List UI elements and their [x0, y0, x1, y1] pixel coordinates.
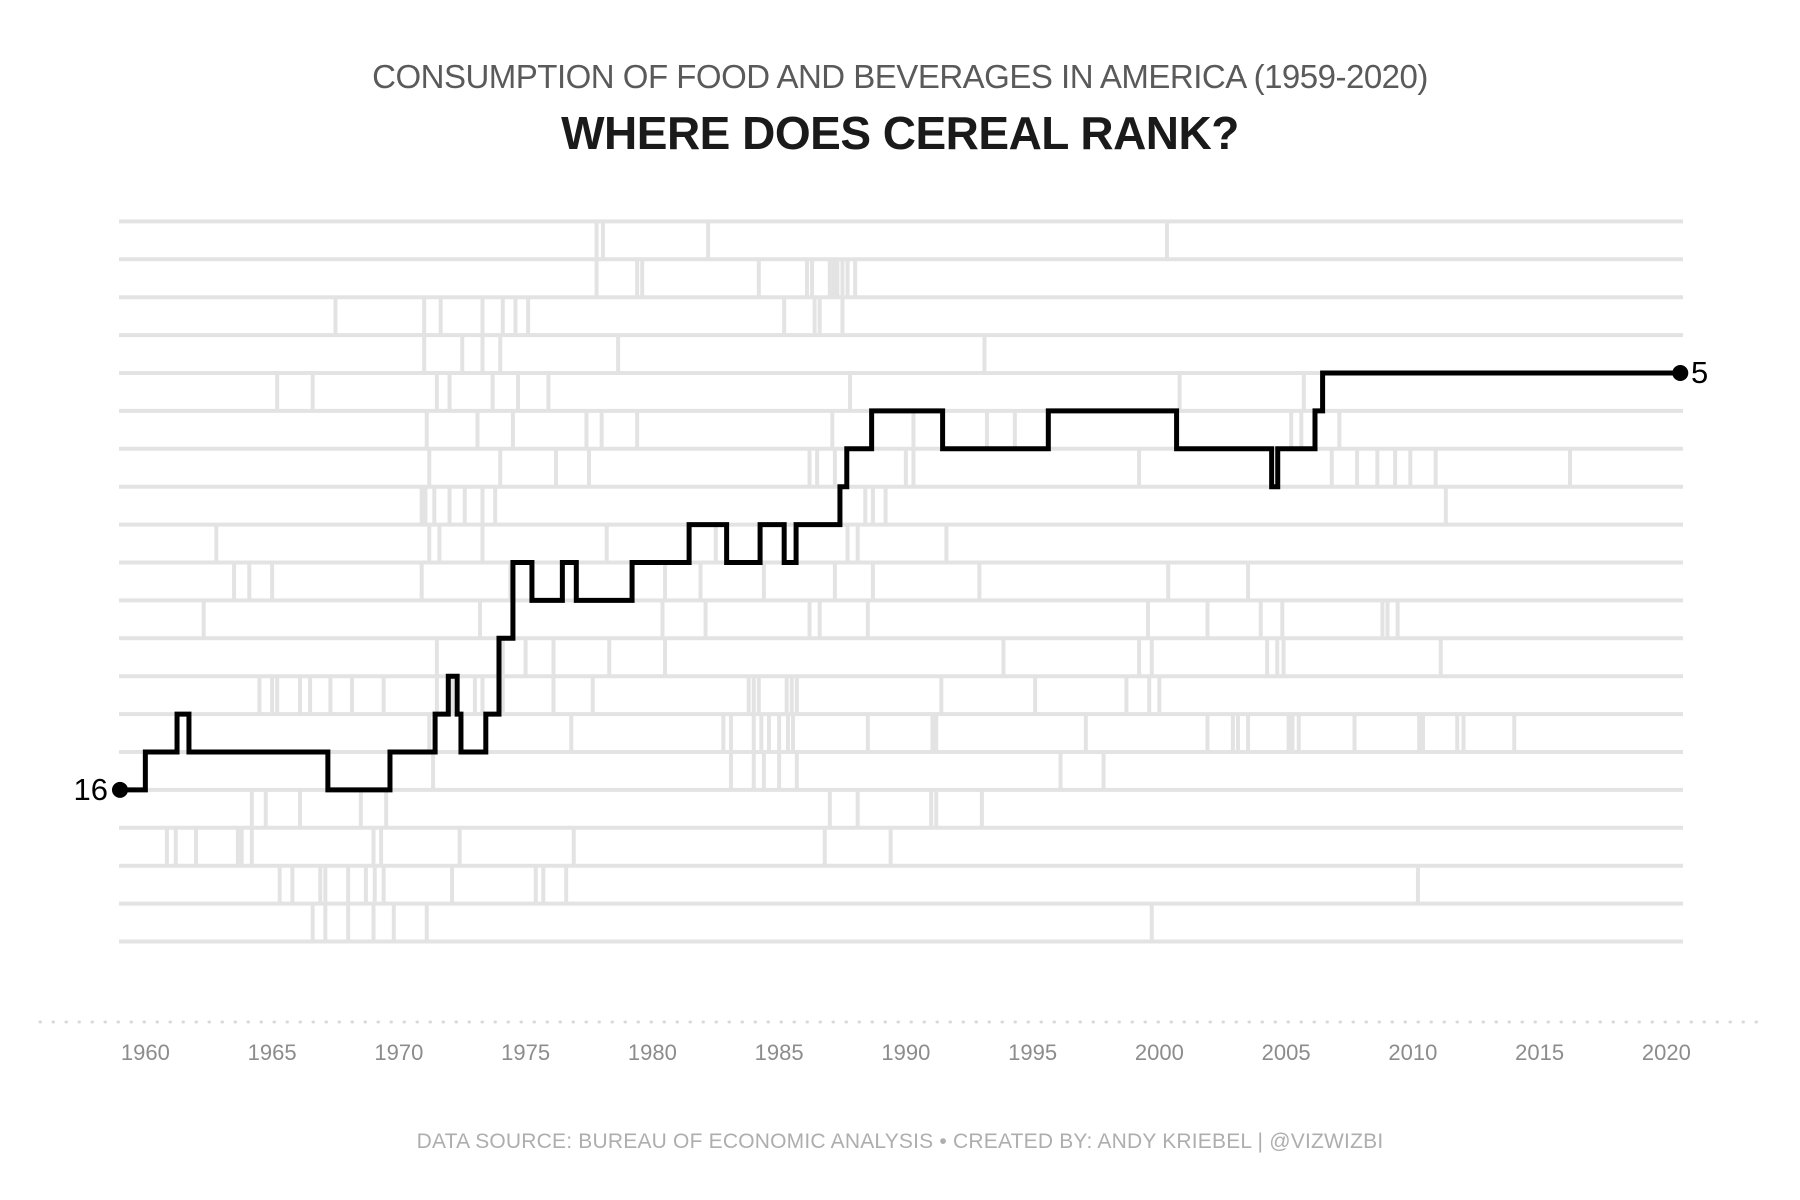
series-start-rank-label: 16	[73, 772, 108, 807]
line-start-dot	[112, 781, 128, 798]
cereal-rank-line	[120, 370, 1681, 793]
chart-subtitle: WHERE DOES CEREAL RANK?	[561, 107, 1239, 159]
series-end-rank-label: 5	[1691, 355, 1709, 390]
x-axis-tick-label: 1965	[248, 1040, 297, 1065]
x-axis-tick-label: 2010	[1388, 1040, 1437, 1065]
x-axis-tick-label: 1995	[1008, 1040, 1057, 1065]
x-axis-tick-label: 2000	[1135, 1040, 1184, 1065]
x-axis-tick-label: 1970	[374, 1040, 423, 1065]
x-axis-tick-label: 1980	[628, 1040, 677, 1065]
x-axis-tick-label: 1960	[121, 1040, 170, 1065]
credit-footer: DATA SOURCE: BUREAU OF ECONOMIC ANALYSIS…	[416, 1130, 1384, 1153]
x-axis-tick-label: 2015	[1515, 1040, 1564, 1065]
x-axis-tick-label: 2020	[1642, 1040, 1691, 1065]
x-axis-tick-label: 1985	[755, 1040, 804, 1065]
x-axis-tick-label: 1975	[501, 1040, 550, 1065]
line-end-dot	[1672, 365, 1689, 381]
x-axis-tick-label: 1990	[881, 1040, 930, 1065]
chart-title: CONSUMPTION OF FOOD AND BEVERAGES IN AME…	[372, 58, 1428, 95]
x-axis-tick-label: 2005	[1262, 1040, 1311, 1065]
